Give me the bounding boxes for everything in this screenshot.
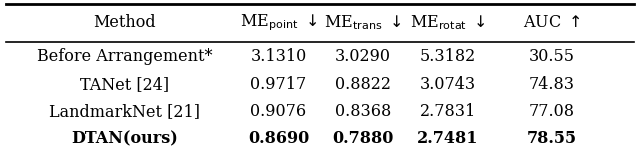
Text: 30.55: 30.55 bbox=[529, 49, 575, 65]
Text: 78.55: 78.55 bbox=[527, 130, 577, 147]
Text: 74.83: 74.83 bbox=[529, 76, 575, 93]
Text: 0.9076: 0.9076 bbox=[250, 103, 307, 120]
Text: ME$_{\rm trans}$ $\downarrow$: ME$_{\rm trans}$ $\downarrow$ bbox=[324, 14, 402, 32]
Text: 2.7481: 2.7481 bbox=[417, 130, 479, 147]
Text: ME$_{\rm point}$ $\downarrow$: ME$_{\rm point}$ $\downarrow$ bbox=[239, 13, 317, 33]
Text: 3.0290: 3.0290 bbox=[335, 49, 391, 65]
Text: 5.3182: 5.3182 bbox=[420, 49, 476, 65]
Text: 3.0743: 3.0743 bbox=[420, 76, 476, 93]
Text: 3.1310: 3.1310 bbox=[250, 49, 307, 65]
Text: Before Arrangement*: Before Arrangement* bbox=[37, 49, 212, 65]
Text: 77.08: 77.08 bbox=[529, 103, 575, 120]
Text: 0.8822: 0.8822 bbox=[335, 76, 391, 93]
Text: Method: Method bbox=[93, 15, 156, 31]
Text: 0.9717: 0.9717 bbox=[250, 76, 307, 93]
Text: 2.7831: 2.7831 bbox=[420, 103, 476, 120]
Text: 0.7880: 0.7880 bbox=[332, 130, 394, 147]
Text: 0.8368: 0.8368 bbox=[335, 103, 391, 120]
Text: AUC $\uparrow$: AUC $\uparrow$ bbox=[523, 15, 580, 31]
Text: ME$_{\rm rotat}$ $\downarrow$: ME$_{\rm rotat}$ $\downarrow$ bbox=[410, 14, 486, 32]
Text: LandmarkNet [21]: LandmarkNet [21] bbox=[49, 103, 200, 120]
Text: 0.8690: 0.8690 bbox=[248, 130, 309, 147]
Text: DTAN(ours): DTAN(ours) bbox=[72, 130, 178, 147]
Text: TANet [24]: TANet [24] bbox=[80, 76, 170, 93]
